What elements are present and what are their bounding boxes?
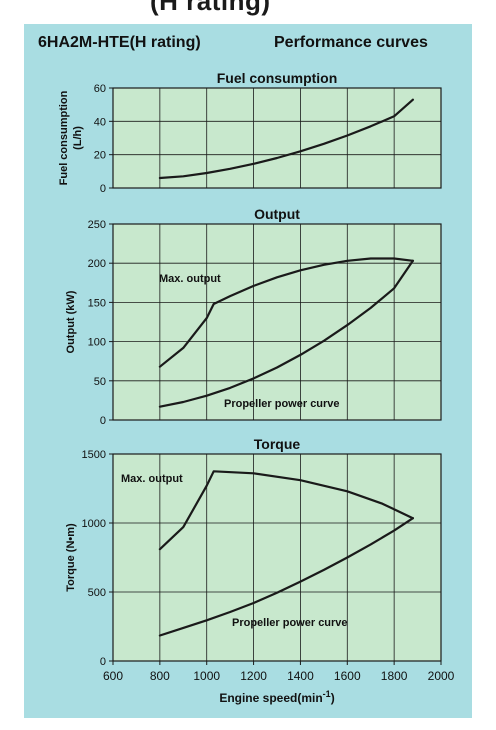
chart-torque-title: Torque [254, 436, 301, 452]
chart-torque-ytick-label-1500: 1500 [82, 449, 106, 461]
chart-fuel-ytick-label-60: 60 [94, 83, 106, 95]
chart-fuel-title: Fuel consumption [217, 70, 338, 86]
chart-fuel-ytick-label-20: 20 [94, 150, 106, 162]
chart-output-series-propeller [158, 259, 414, 408]
chart-torque-xtick-label-600: 600 [103, 669, 123, 683]
chart-output-annotation-max-output: Max. output [159, 273, 221, 285]
chart-torque-xtick-label-2000: 2000 [428, 669, 455, 683]
chart-torque-xtick-label-1000: 1000 [193, 669, 220, 683]
chart-torque-xtick-label-1600: 1600 [334, 669, 361, 683]
chart-torque-series-max-output [158, 470, 414, 551]
chart-output-ylabel: Output (kW) [65, 290, 77, 353]
chart-output-ytick-label-100: 100 [88, 337, 106, 349]
chart-fuel-ytick-label-40: 40 [94, 116, 106, 128]
chart-torque-xtick-label-800: 800 [150, 669, 170, 683]
performance-panel: 6HA2M-HTE(H rating) Performance curves 0… [24, 24, 472, 718]
chart-fuel-series-line [158, 98, 414, 180]
chart-output-series-max-output [158, 257, 414, 368]
chart-torque-xtick-label-1400: 1400 [287, 669, 314, 683]
chart-torque-ytick-label-500: 500 [88, 587, 106, 599]
cut-heading: (H rating) [0, 0, 496, 24]
model-title: 6HA2M-HTE(H rating) [38, 34, 201, 51]
x-axis-label-superscript: -1 [323, 689, 331, 699]
x-axis-label-main: Engine speed(min [219, 691, 322, 705]
chart-torque-xtick-label-1800: 1800 [381, 669, 408, 683]
chart-torque-ytick-label-0: 0 [100, 656, 106, 668]
chart-output-ytick-label-0: 0 [100, 415, 106, 427]
chart-output-annotation-propeller: Propeller power curve [224, 398, 340, 410]
chart-torque-ylabel: Torque (N•m) [65, 523, 77, 592]
chart-fuel-ylabel-line2: (L/h) [72, 126, 84, 150]
cut-heading-text: (H rating) [150, 0, 271, 16]
chart-torque-xtick-label-1200: 1200 [240, 669, 267, 683]
chart-output-ytick-label-150: 150 [88, 297, 106, 309]
chart-fuel-plot-area [112, 87, 442, 189]
x-axis-label-end: ) [331, 691, 335, 705]
chart-torque-annotation-propeller: Propeller power curve [232, 617, 348, 629]
chart-output-ytick-label-50: 50 [94, 376, 106, 388]
chart-torque-plot-area [112, 453, 442, 662]
chart-output-title: Output [254, 206, 300, 222]
chart-torque-annotation-max-output: Max. output [121, 473, 183, 485]
chart-fuel-ytick-label-0: 0 [100, 183, 106, 195]
chart-output-plot-area [112, 223, 442, 421]
section-title: Performance curves [274, 34, 428, 51]
chart-output-ytick-label-200: 200 [88, 258, 106, 270]
chart-output-ytick-label-250: 250 [88, 219, 106, 231]
chart-torque-ytick-label-1000: 1000 [82, 518, 106, 530]
chart-torque-series-propeller [158, 517, 414, 637]
x-axis-label: Engine speed(min-1) [219, 689, 334, 705]
chart-fuel-ylabel-line1: Fuel consumption [58, 90, 70, 185]
